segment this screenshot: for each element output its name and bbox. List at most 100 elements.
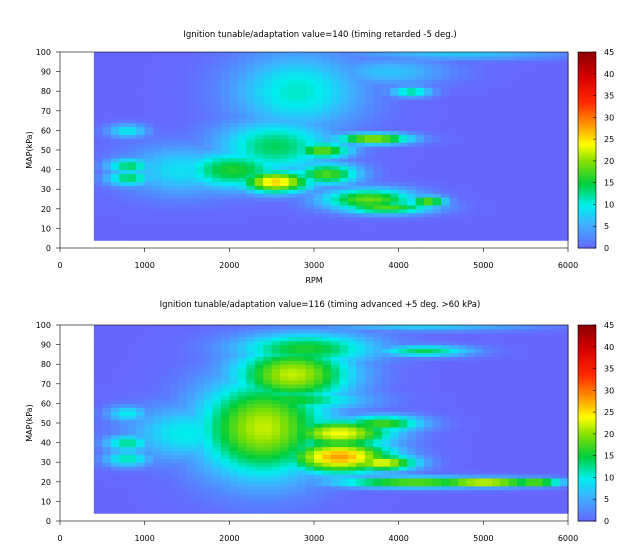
heatmap-cell [322,403,331,408]
heatmap-cell [128,76,137,81]
heatmap-cell [153,325,162,330]
heatmap-cell [560,201,569,206]
heatmap-cell [195,138,204,143]
heatmap-cell [136,486,145,491]
heatmap-cell [145,142,154,147]
heatmap-cell [246,189,255,194]
heatmap-cell [170,470,179,475]
heatmap-cell [433,126,442,131]
heatmap-cell [314,115,323,120]
heatmap-cell [492,193,501,198]
heatmap-cell [373,142,382,147]
heatmap-cell [339,68,348,73]
heatmap-cell [322,87,331,92]
heatmap-cell [204,158,213,163]
heatmap-cell [416,411,425,416]
heatmap-cell [348,345,357,350]
heatmap-cell [500,174,509,179]
heatmap-cell [331,349,340,354]
heatmap-cell [136,126,145,131]
heatmap-cell [179,337,188,342]
heatmap-cell [136,158,145,163]
heatmap-cell [102,337,111,342]
heatmap-cell [170,392,179,397]
heatmap-cell [221,435,230,440]
heatmap-cell [526,138,535,143]
heatmap-cell [433,462,442,467]
heatmap-cell [382,368,391,373]
heatmap-cell [373,407,382,412]
heatmap-cell [187,388,196,393]
heatmap-cell [136,205,145,210]
heatmap-cell [356,142,365,147]
heatmap-cell [212,501,221,506]
heatmap-cell [272,443,281,448]
heatmap-cell [128,64,137,69]
heatmap-cell [475,119,484,124]
heatmap-cell [322,364,331,369]
heatmap-cell [475,185,484,190]
heatmap-cell [365,162,374,167]
heatmap-cell [246,447,255,452]
heatmap-cell [136,217,145,222]
heatmap-cell [246,146,255,151]
heatmap-cell [229,64,238,69]
heatmap-cell [339,130,348,135]
heatmap-cell [162,411,171,416]
heatmap-cell [229,396,238,401]
heatmap-cell [162,490,171,495]
heatmap-cell [111,349,120,354]
heatmap-cell [365,341,374,346]
heatmap-cell [128,447,137,452]
heatmap-cell [382,91,391,96]
heatmap-cell [399,388,408,393]
heatmap-cell [102,232,111,237]
heatmap-cell [289,228,298,233]
heatmap-cell [229,454,238,459]
heatmap-cell [272,111,281,116]
heatmap-cell [111,388,120,393]
heatmap-cell [466,52,475,57]
heatmap-cell [179,454,188,459]
heatmap-cell [272,497,281,502]
heatmap-cell [289,352,298,357]
heatmap-cell [238,447,247,452]
heatmap-cell [145,407,154,412]
heatmap-cell [492,228,501,233]
heatmap-cell [390,213,399,218]
heatmap-cell [136,368,145,373]
heatmap-cell [551,162,560,167]
heatmap-cell [390,119,399,124]
heatmap-cell [94,72,103,77]
heatmap-cell [111,162,120,167]
heatmap-cell [517,138,526,143]
heatmap-cell [365,52,374,57]
heatmap-cell [289,99,298,104]
heatmap-cell [382,217,391,222]
heatmap-cell [348,177,357,182]
heatmap-cell [255,364,264,369]
heatmap-cell [365,64,374,69]
heatmap-cell [458,490,467,495]
heatmap-cell [339,91,348,96]
heatmap-cell [289,505,298,510]
heatmap-cell [204,349,213,354]
heatmap-cell [229,474,238,479]
heatmap-cell [399,384,408,389]
heatmap-cell [153,376,162,381]
heatmap-cell [145,185,154,190]
heatmap-cell [102,376,111,381]
heatmap-cell [221,494,230,499]
heatmap-cell [212,68,221,73]
heatmap-cell [179,505,188,510]
heatmap-cell [449,115,458,120]
heatmap-cell [339,470,348,475]
heatmap-cell [263,364,272,369]
heatmap-cell [289,107,298,112]
heatmap-cell [195,341,204,346]
heatmap-cell [94,443,103,448]
heatmap-cell [145,201,154,206]
heatmap-cell [526,68,535,73]
heatmap-cell [365,415,374,420]
x-tick-label: 4000 [388,261,408,270]
